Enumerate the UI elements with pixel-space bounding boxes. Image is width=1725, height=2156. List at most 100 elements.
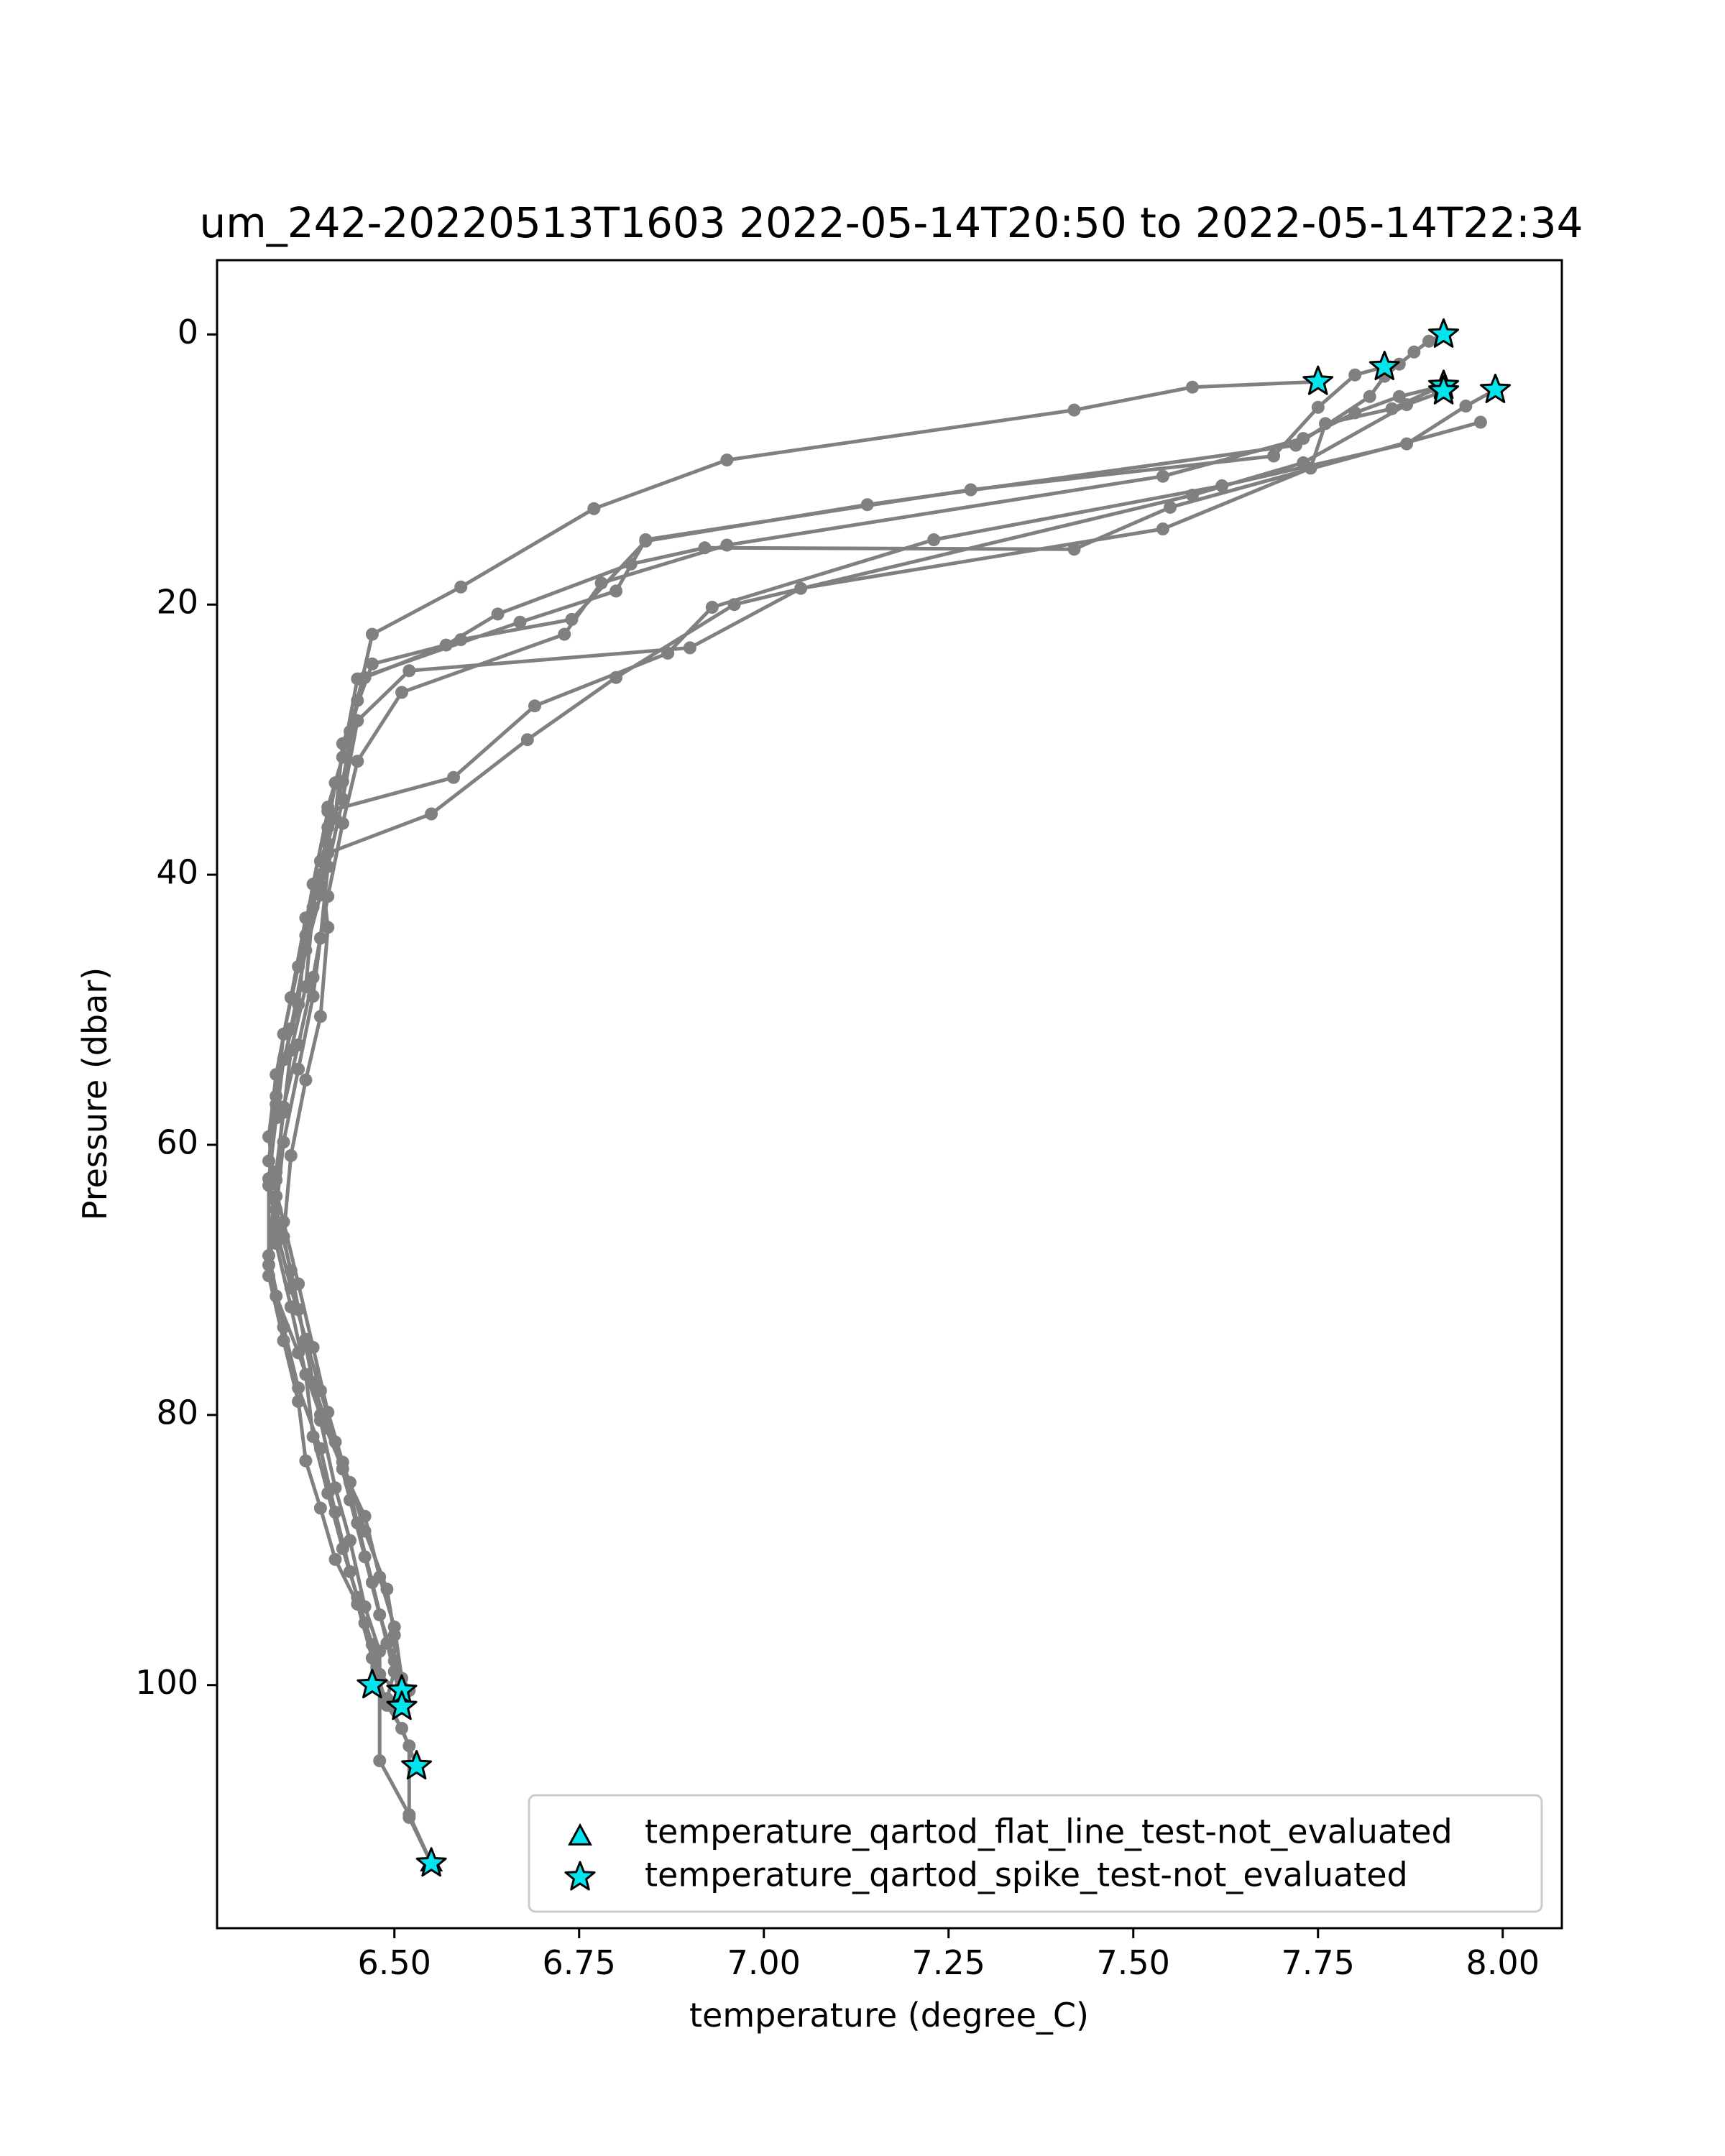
data-point [313, 1501, 327, 1515]
data-point [270, 1289, 283, 1303]
data-point [425, 807, 438, 821]
spike-flag-marker [415, 1847, 447, 1877]
x-tick-label: 6.75 [543, 1943, 616, 1982]
data-point [313, 1442, 327, 1455]
data-point [1348, 368, 1362, 382]
x-tick-label: 7.50 [1097, 1943, 1170, 1982]
data-point [1156, 522, 1169, 535]
data-point [358, 1524, 372, 1538]
x-tick-label: 6.50 [358, 1943, 431, 1982]
data-point [328, 1481, 342, 1495]
data-point [1422, 334, 1435, 348]
legend-star-icon [564, 1861, 596, 1891]
data-point [336, 792, 349, 806]
legend: temperature_qartod_flat_line_test-not_ev… [528, 1794, 1543, 1913]
data-point [520, 733, 534, 747]
data-point [336, 737, 349, 750]
x-tick-label: 7.25 [912, 1943, 985, 1982]
series-line [274, 387, 1438, 1864]
data-point [402, 664, 416, 678]
x-tick-label: 7.00 [727, 1943, 801, 1982]
data-point [1363, 390, 1376, 403]
data-point [351, 755, 364, 768]
data-point [373, 1754, 387, 1767]
data-point [284, 1149, 298, 1162]
data-point [313, 931, 327, 945]
y-tick-label: 20 [156, 583, 198, 622]
chart-title: um_242-20220513T1603 2022-05-14T20:50 to… [200, 198, 1583, 247]
data-point [513, 615, 527, 629]
data-point [447, 770, 460, 784]
data-point [1164, 500, 1177, 514]
data-point [277, 1334, 290, 1348]
data-point [698, 541, 712, 555]
data-point [292, 959, 305, 973]
spike-flag-marker [386, 1690, 418, 1720]
series-7 [277, 415, 1487, 1870]
data-point [1311, 400, 1325, 414]
spike-flag-marker [1480, 373, 1511, 403]
data-point [321, 1422, 335, 1435]
data-point [344, 1534, 356, 1547]
data-point [344, 1565, 356, 1578]
data-point [720, 453, 734, 467]
data-point [299, 1073, 313, 1087]
data-point [1186, 380, 1199, 394]
data-point [299, 1454, 313, 1468]
data-point [292, 1303, 305, 1317]
series-5 [262, 383, 1502, 1707]
data-point [402, 1739, 416, 1753]
data-point [610, 584, 623, 598]
data-point [491, 607, 505, 621]
data-point [705, 601, 719, 614]
data-point [365, 657, 379, 671]
data-point [1459, 400, 1473, 413]
y-tick-label: 40 [156, 853, 198, 892]
legend-label-flat-line: temperature_qartod_flat_line_test-not_ev… [645, 1812, 1453, 1851]
data-point [306, 877, 320, 891]
data-point [454, 580, 468, 594]
data-point [1156, 469, 1169, 483]
spike-flag-marker [1368, 351, 1400, 380]
data-point [439, 638, 453, 652]
data-point [292, 1062, 305, 1076]
data-point [1392, 357, 1406, 371]
data-point [794, 581, 808, 595]
data-point [587, 502, 601, 515]
x-tick-label: 8.00 [1466, 1943, 1540, 1982]
data-point [277, 1027, 290, 1041]
data-point [262, 1179, 275, 1192]
data-point [927, 533, 941, 546]
flag-layer [356, 318, 1511, 1877]
spike-flag-marker [1428, 318, 1459, 348]
data-point [683, 641, 696, 655]
data-point [344, 1475, 356, 1489]
data-point [380, 1583, 394, 1596]
data-point [313, 854, 327, 868]
data-point [387, 1664, 401, 1678]
y-tick-label: 80 [156, 1393, 198, 1432]
x-tick-label: 7.75 [1282, 1943, 1355, 1982]
data-point [270, 1203, 283, 1217]
data-point [964, 483, 978, 497]
data-point [277, 1135, 290, 1149]
data-point [277, 1230, 290, 1243]
data-point [558, 627, 571, 641]
data-point [321, 921, 335, 934]
data-point [1319, 417, 1332, 430]
data-point [387, 1628, 401, 1642]
data-point [262, 1258, 275, 1272]
data-point [1297, 432, 1310, 446]
spike-flag-marker [356, 1669, 388, 1699]
y-tick-label: 100 [135, 1663, 198, 1702]
data-point [624, 557, 638, 571]
data-point [594, 576, 608, 590]
data-point [270, 1097, 283, 1111]
spike-flag-marker [1428, 374, 1459, 405]
data-point [528, 699, 541, 713]
data-point [1267, 449, 1281, 463]
legend-star-marker [564, 1861, 596, 1891]
y-axis-label: Pressure (dbar) [75, 967, 114, 1220]
x-axis-label: temperature (degree_C) [689, 1996, 1089, 2035]
